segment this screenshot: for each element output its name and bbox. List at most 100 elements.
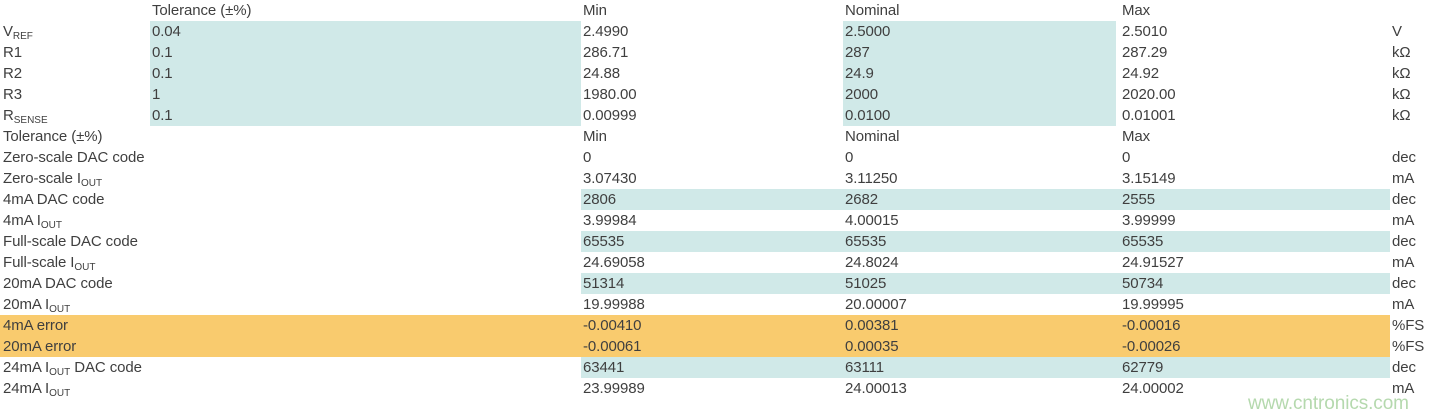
row-highlight [843, 84, 1116, 105]
cell-nominal: 4.00015 [845, 212, 899, 229]
table-row: 4mA DAC code 2806 2682 2555 dec [0, 189, 1436, 210]
row-label: R1 [3, 44, 22, 61]
header-min: Min [583, 128, 607, 145]
cell-min: 51314 [583, 275, 625, 292]
cell-max: 24.92 [1122, 65, 1160, 82]
row-highlight [0, 315, 1390, 336]
cell-min: 63441 [583, 359, 625, 376]
cell-min: 1980.00 [583, 86, 637, 103]
cell-min: 286.71 [583, 44, 629, 61]
label-subscript: OUT [49, 367, 71, 378]
table-row: 20mA IOUT 19.99988 20.00007 19.99995 mA [0, 294, 1436, 315]
label-subscript: OUT [74, 262, 96, 273]
header-nominal: Nominal [845, 2, 900, 19]
cell-nominal: 2682 [845, 191, 878, 208]
cell-unit: mA [1392, 212, 1415, 229]
cell-max: 0 [1122, 149, 1131, 166]
cell-min: 2806 [583, 191, 616, 208]
header-min: Min [583, 2, 607, 19]
cell-unit: mA [1392, 380, 1415, 397]
row-highlight [581, 357, 1390, 378]
cell-max: 24.00002 [1122, 380, 1184, 397]
cell-min: 0.00999 [583, 107, 637, 124]
cell-max: 65535 [1122, 233, 1164, 250]
cell-unit: mA [1392, 296, 1415, 313]
cell-nominal: 65535 [845, 233, 887, 250]
label-subscript: OUT [49, 304, 71, 315]
row-highlight [150, 63, 581, 84]
cell-tolerance: 1 [152, 86, 161, 103]
row-highlight [581, 231, 1390, 252]
cell-nominal: 63111 [845, 359, 884, 376]
table-header-row: Tolerance (±%) Min Nominal Max [0, 126, 1436, 147]
cell-min: 24.88 [583, 65, 621, 82]
row-label: R3 [3, 86, 22, 103]
cell-tolerance: 0.1 [152, 107, 173, 124]
row-label: 4mA IOUT [3, 212, 62, 231]
cell-unit: kΩ [1392, 107, 1411, 124]
cell-nominal: 0.00035 [845, 338, 899, 355]
cell-min: 2.4990 [583, 23, 629, 40]
cell-nominal: 24.9 [845, 65, 874, 82]
label-subscript: OUT [49, 388, 71, 399]
row-highlight [150, 84, 581, 105]
cell-max: 62779 [1122, 359, 1164, 376]
table-row: 4mA error -0.00410 0.00381 -0.00016 %FS [0, 315, 1436, 336]
cell-unit: mA [1392, 170, 1415, 187]
row-label: RSENSE [3, 107, 48, 126]
table-row: R2 0.1 24.88 24.9 24.92 kΩ [0, 63, 1436, 84]
cell-max: 2020.00 [1122, 86, 1176, 103]
cell-max: 19.99995 [1122, 296, 1184, 313]
cell-unit: dec [1392, 233, 1416, 250]
row-label: Full-scale IOUT [3, 254, 96, 273]
cell-max: 287.29 [1122, 44, 1168, 61]
table-body: Tolerance (±%) Min Nominal Max VREF 0.04 2.499… [0, 2, 1436, 399]
cell-nominal: 3.11250 [845, 170, 898, 187]
cell-max: -0.00026 [1122, 338, 1181, 355]
cell-unit: dec [1392, 359, 1416, 376]
cell-max: 24.91527 [1122, 254, 1184, 271]
row-label: Zero-scale IOUT [3, 170, 103, 189]
cell-max: 3.15149 [1122, 170, 1176, 187]
cell-nominal: 2.5000 [845, 23, 891, 40]
cell-unit: dec [1392, 275, 1416, 292]
cell-tolerance: 0.1 [152, 44, 173, 61]
table-row: 24mA IOUT 23.99989 24.00013 24.00002 mA [0, 378, 1436, 399]
cell-max: -0.00016 [1122, 317, 1181, 334]
table-row: VREF 0.04 2.4990 2.5000 2.5010 V [0, 21, 1436, 42]
row-highlight [843, 42, 1116, 63]
row-highlight [581, 189, 1390, 210]
label-subscript: SENSE [13, 115, 48, 126]
cell-min: -0.00061 [583, 338, 642, 355]
cell-unit: %FS [1392, 317, 1425, 334]
cell-tolerance: 0.04 [152, 23, 181, 40]
row-highlight [843, 21, 1116, 42]
header-tolerance: Tolerance (±%) [152, 2, 252, 19]
row-highlight [843, 63, 1116, 84]
cell-nominal: 0.0100 [845, 107, 891, 124]
row-highlight [150, 42, 581, 63]
cell-tolerance: 0.1 [152, 65, 173, 82]
cell-min: 3.99984 [583, 212, 637, 229]
cell-max: 3.99999 [1122, 212, 1176, 229]
row-label: 4mA error [3, 317, 68, 334]
cell-unit: %FS [1392, 338, 1425, 355]
cell-unit: kΩ [1392, 86, 1411, 103]
cell-min: 3.07430 [583, 170, 637, 187]
row-label: 4mA DAC code [3, 191, 105, 208]
label-subscript: OUT [40, 220, 62, 231]
table-row: RSENSE 0.1 0.00999 0.0100 0.01001 kΩ [0, 105, 1436, 126]
row-label: R2 [3, 65, 22, 82]
cell-max: 0.01001 [1122, 107, 1176, 124]
table-row: 20mA error -0.00061 0.00035 -0.00026 %FS [0, 336, 1436, 357]
header-max: Max [1122, 128, 1151, 145]
cell-nominal: 24.00013 [845, 380, 907, 397]
row-highlight [843, 105, 1116, 126]
row-label: 20mA IOUT [3, 296, 71, 315]
cell-unit: kΩ [1392, 44, 1411, 61]
cell-unit: dec [1392, 191, 1416, 208]
cell-nominal: 24.8024 [845, 254, 899, 271]
cell-unit: kΩ [1392, 65, 1411, 82]
row-label: 24mA IOUT DAC code [3, 359, 142, 378]
